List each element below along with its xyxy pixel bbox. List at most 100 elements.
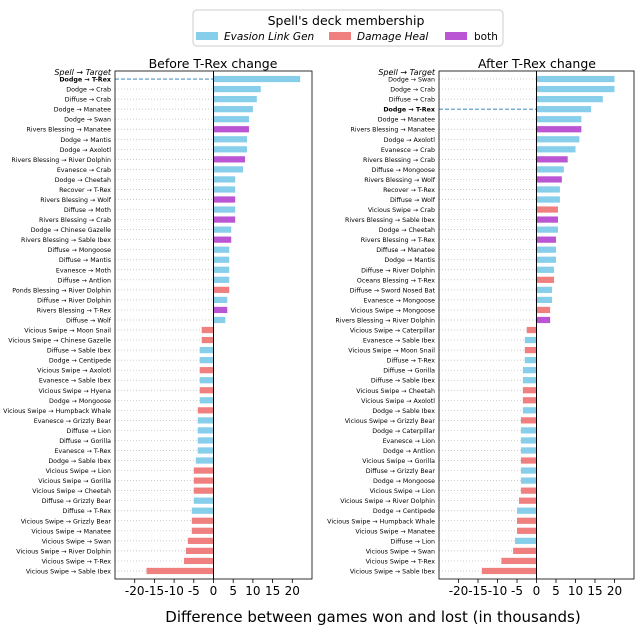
- category-label: Rivers Blessing → Wolf: [40, 197, 112, 204]
- bar-evasion: [536, 256, 556, 263]
- category-label: Vicious Swipe → Hyena: [39, 388, 112, 395]
- bar-evasion: [520, 437, 537, 444]
- bar-damage: [517, 527, 537, 534]
- category-label: Vicious Swipe → T-Rex: [366, 558, 436, 565]
- category-label: Diffuse → T-Rex: [63, 508, 112, 515]
- bar-evasion: [213, 166, 244, 173]
- bar-evasion: [213, 75, 301, 83]
- bar-group-after: Dodge → Swan Dodge → Crab Diffuse → Crab Do…: [327, 70, 635, 598]
- x-axis-label: Difference between games won and lost (i…: [165, 608, 580, 626]
- category-label: Recover → T-Rex: [383, 187, 435, 194]
- category-label: Diffuse → Grizzly Bear: [366, 468, 436, 475]
- bar-evasion: [213, 266, 230, 273]
- bar-damage: [183, 557, 214, 565]
- category-label: Vicious Swipe → Moon Snail: [348, 348, 435, 355]
- bar-damage: [191, 527, 214, 534]
- category-label: Diffuse → Crab: [389, 97, 435, 104]
- bar-damage: [522, 397, 537, 404]
- bar-evasion: [520, 427, 537, 434]
- category-label: Dodge → Mongoose: [49, 398, 111, 405]
- x-tick-label: -5: [511, 584, 523, 598]
- bar-damage: [517, 517, 537, 524]
- bar-evasion: [517, 507, 537, 514]
- category-label: Rivers Blessing → Manatee: [351, 127, 436, 134]
- bar-damage: [197, 407, 214, 414]
- legend-frame: [192, 9, 504, 47]
- bar-damage: [501, 557, 537, 565]
- category-label: Dodge → Mantis: [384, 257, 435, 264]
- x-tick-label: 15: [587, 584, 602, 598]
- category-label: Diffuse → Wolf: [66, 317, 112, 324]
- category-label: Vicious Swipe → Gorilla: [38, 478, 111, 485]
- bar-evasion: [536, 286, 553, 293]
- chart-panel-before: Before T-Rex change Spell → Target Dodge…: [3, 56, 313, 598]
- chart-title-before: Before T-Rex change: [149, 56, 278, 71]
- bar-damage: [536, 206, 558, 213]
- category-label: Vicious Swipe → Humpback Whale: [3, 408, 111, 415]
- category-label: Diffuse → Mantis: [59, 257, 111, 264]
- bar-evasion: [213, 296, 228, 304]
- category-label: Rivers Blessing → Sable Ibex: [345, 217, 435, 224]
- bar-evasion: [524, 357, 537, 364]
- bar-damage: [520, 457, 537, 464]
- bar-evasion: [524, 336, 537, 344]
- bar-evasion: [199, 377, 214, 384]
- header-label-after: Spell → Target: [378, 68, 436, 77]
- bar-both: [536, 156, 568, 163]
- category-label: Dodge → Antlion: [383, 448, 435, 455]
- bar-evasion: [536, 106, 592, 113]
- category-label: Rivers Blessing → Manatee: [27, 127, 112, 134]
- bar-damage: [193, 477, 214, 484]
- legend-title: Spell's deck membership: [268, 13, 425, 28]
- chart-panel-after: After T-Rex change Spell → Target Dodge …: [327, 56, 635, 598]
- bar-damage: [201, 326, 214, 334]
- category-label: Evanesce → Crab: [381, 147, 435, 154]
- bar-evasion: [199, 346, 214, 354]
- bar-damage: [536, 276, 555, 283]
- category-label: Dodge → Cheetah: [55, 177, 111, 184]
- category-label: Vicious Swipe → Lion: [46, 468, 111, 475]
- bar-evasion: [199, 397, 214, 404]
- category-label: Vicious Swipe → Swan: [42, 538, 111, 545]
- bar-evasion: [536, 85, 615, 93]
- category-label: Evanesce → Sable Ibex: [363, 338, 435, 345]
- bar-evasion: [213, 246, 230, 253]
- bar-both: [536, 236, 556, 243]
- bar-evasion: [213, 95, 257, 103]
- header-label-before: Spell → Target: [54, 68, 112, 77]
- bar-both: [536, 216, 558, 223]
- category-label: Evanesce → Lion: [383, 438, 435, 445]
- bar-evasion: [536, 246, 556, 253]
- bar-evasion: [213, 226, 232, 233]
- category-label: Evanesce → Grizzly Bear: [34, 418, 112, 425]
- category-label: Dodge → T-Rex: [59, 77, 111, 84]
- bar-evasion: [213, 116, 249, 123]
- x-tick-label: 20: [607, 584, 622, 598]
- category-label: Rivers Blessing → River Dolphin: [11, 157, 111, 164]
- bar-evasion: [197, 437, 214, 444]
- category-label: Vicious Swipe → Caterpillar: [350, 328, 436, 335]
- bar-both: [213, 196, 236, 203]
- bar-evasion: [536, 266, 555, 273]
- bar-evasion: [520, 477, 537, 484]
- bar-damage: [524, 346, 537, 354]
- category-label: Diffuse → Sable Ibex: [47, 348, 111, 355]
- bar-evasion: [213, 136, 247, 143]
- x-tick-label: -20: [449, 584, 469, 598]
- category-label: Vicious Swipe → Grizzly Bear: [345, 418, 436, 425]
- bar-evasion: [213, 276, 230, 283]
- category-label: Dodge → Sable Ibex: [372, 408, 435, 415]
- category-label: Vicious Swipe → Manatee: [355, 528, 435, 535]
- category-label: Rivers Blessing → T-Rex: [37, 307, 112, 314]
- bar-evasion: [522, 407, 537, 414]
- category-label: Diffuse → Sable Ibex: [371, 378, 435, 385]
- category-label: Vicious Swipe → Gorilla: [362, 458, 435, 465]
- x-tick-label: -5: [188, 584, 200, 598]
- category-label: Vicious Swipe → Manatee: [31, 528, 111, 535]
- x-tick-label: -20: [125, 584, 145, 598]
- category-label: Dodge → Swan: [388, 77, 435, 84]
- bar-evasion: [536, 116, 582, 123]
- category-label: Dodge → Centipede: [373, 508, 435, 515]
- bar-evasion: [213, 106, 253, 113]
